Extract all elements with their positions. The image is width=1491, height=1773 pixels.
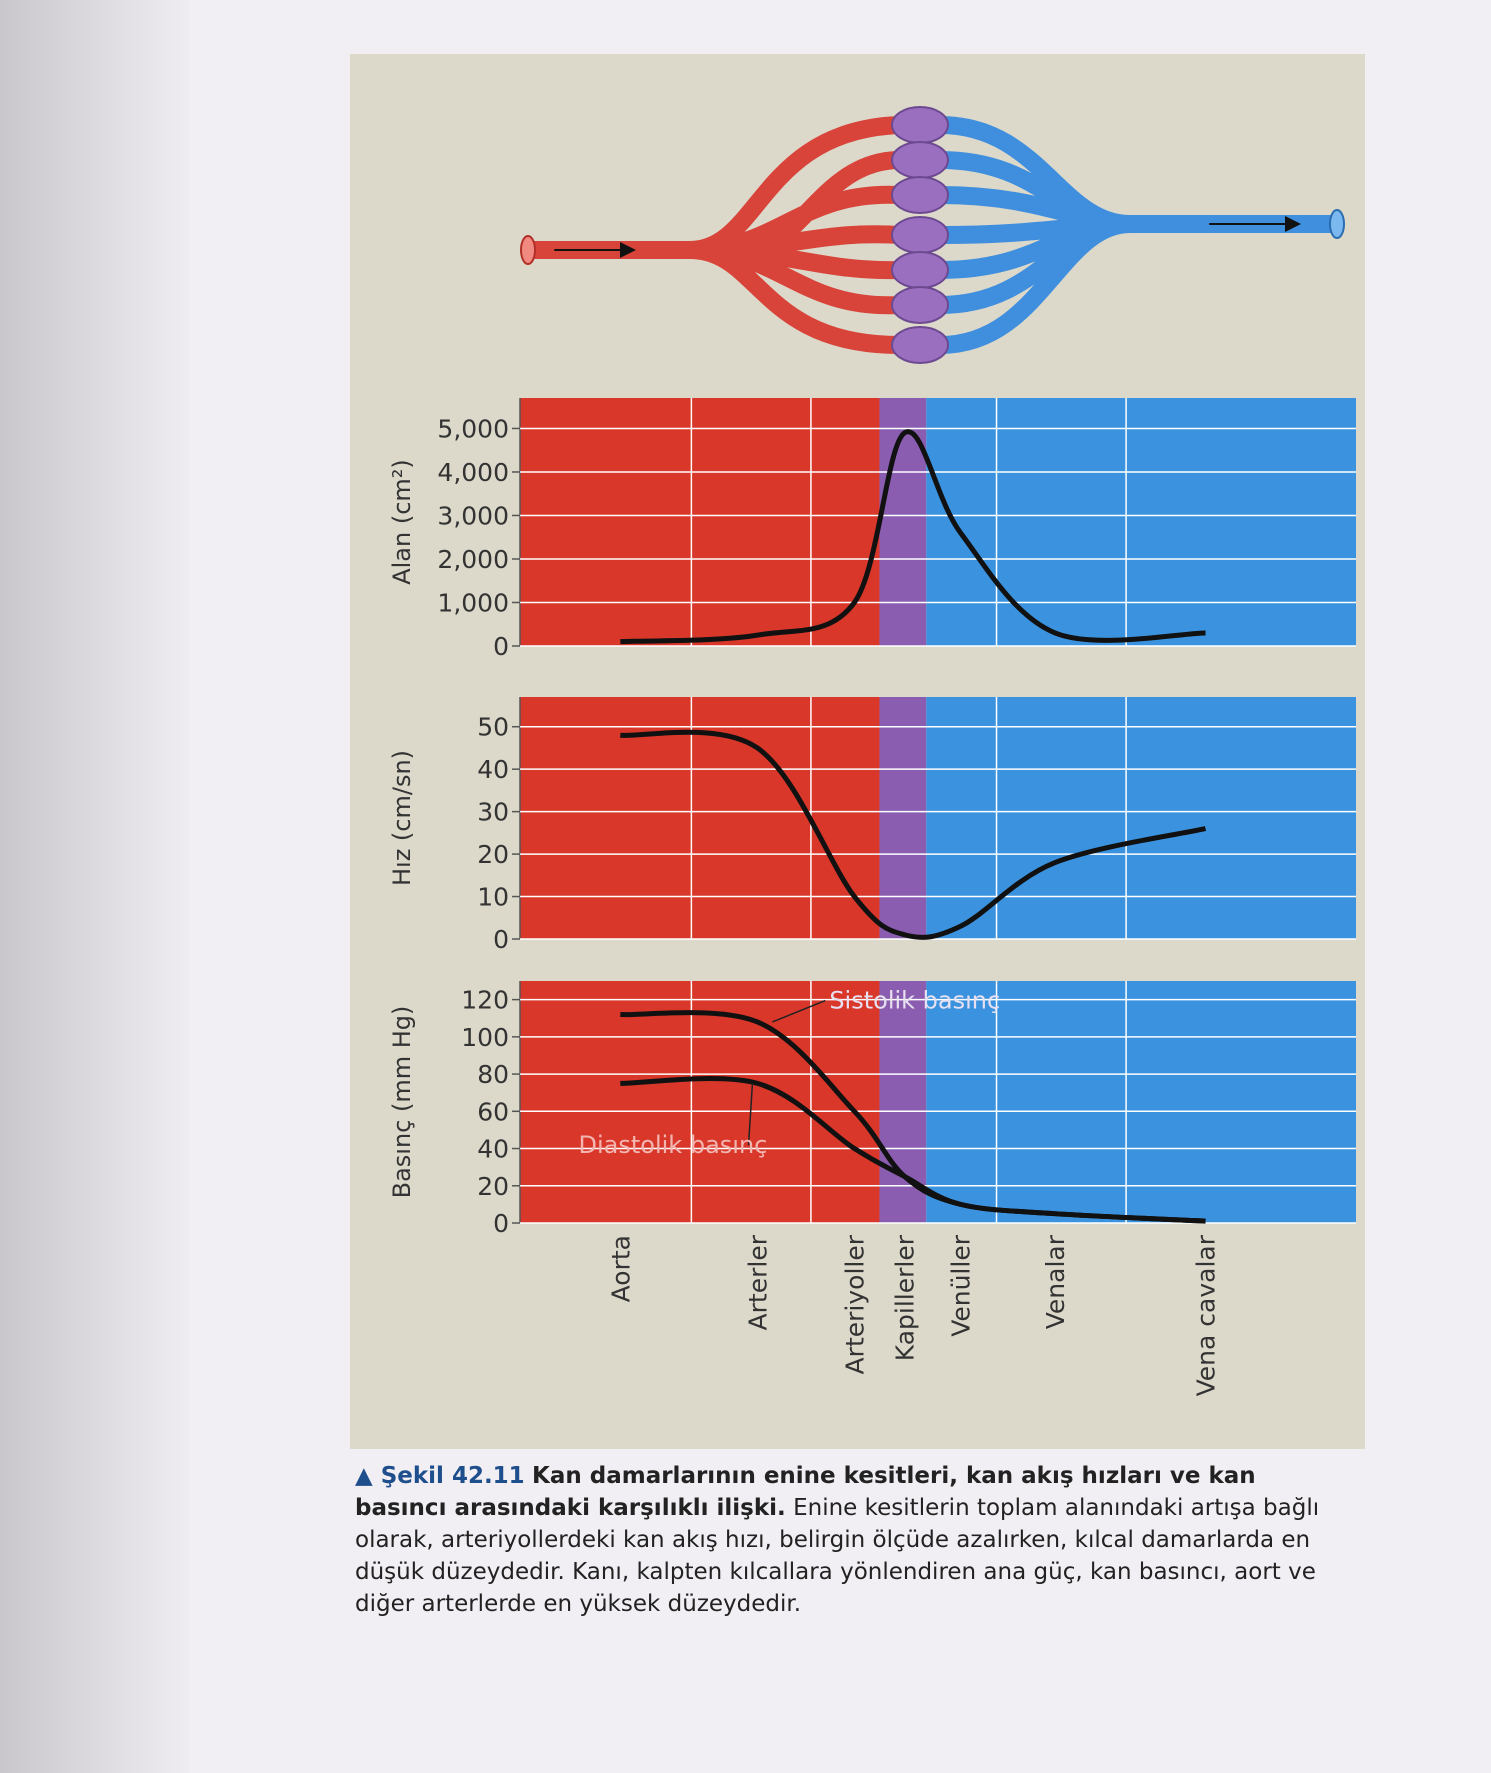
region <box>926 398 1356 646</box>
y-tick-label: 0 <box>493 925 509 954</box>
line <box>620 1076 1206 1224</box>
y-tick-label: 1,000 <box>437 588 509 617</box>
x-tick-label: Kapillerler <box>891 1234 920 1361</box>
page-edge <box>0 0 190 1773</box>
caption-label: Şekil 42.11 <box>380 1463 525 1489</box>
region <box>879 697 927 939</box>
y-tick-label: 0 <box>493 632 509 661</box>
region <box>926 981 1356 1223</box>
y-tick-label: 60 <box>477 1097 509 1126</box>
y-tick-label: 2,000 <box>437 545 509 574</box>
region <box>520 697 880 939</box>
y-tick-label: 0 <box>493 1209 509 1238</box>
series-label: Sistolik basınç <box>829 987 1000 1015</box>
leader-line <box>747 1083 754 1146</box>
line <box>620 429 1206 645</box>
y-tick-label: 20 <box>477 840 509 869</box>
y-tick-label: 100 <box>461 1023 509 1052</box>
leader-line <box>772 999 826 1023</box>
y-tick-label: 3,000 <box>437 501 509 530</box>
x-tick-label: Arterler <box>743 1234 772 1330</box>
x-tick-label: Aorta <box>606 1235 635 1302</box>
y-tick-label: 80 <box>477 1060 509 1089</box>
caption-title: Kan damarlarının enine kesitleri, kan ak… <box>355 1463 1256 1521</box>
series-label: Diastolik basınç <box>579 1131 768 1159</box>
x-tick-label: Venalar <box>1041 1234 1070 1329</box>
caption-body: Enine kesitlerin toplam alanındaki artış… <box>355 1495 1320 1617</box>
y-axis-label: Hız (cm/sn) <box>388 750 416 886</box>
x-tick-label: Vena cavalar <box>1192 1234 1221 1396</box>
caption: ▲ Şekil 42.11 Kan damarlarının enine kes… <box>355 1460 1330 1620</box>
y-axis-label: Basınç (mm Hg) <box>388 1006 416 1199</box>
region <box>520 981 880 1223</box>
y-tick-label: 40 <box>477 755 509 784</box>
y-tick-label: 5,000 <box>437 414 509 443</box>
y-tick-label: 4,000 <box>437 458 509 487</box>
y-tick-label: 50 <box>477 713 509 742</box>
y-axis-label: Alan (cm²) <box>388 459 416 585</box>
caption-marker: ▲ <box>355 1463 381 1489</box>
y-tick-label: 120 <box>461 986 509 1015</box>
vessel-diagram <box>520 106 1345 364</box>
y-tick-label: 40 <box>477 1135 509 1164</box>
y-tick-label: 30 <box>477 798 509 827</box>
y-tick-label: 10 <box>477 883 509 912</box>
region <box>520 398 880 646</box>
y-tick-label: 20 <box>477 1172 509 1201</box>
line <box>620 729 1207 940</box>
x-tick-label: Arteriyoller <box>840 1234 869 1374</box>
x-tick-label: Venüller <box>947 1234 976 1337</box>
